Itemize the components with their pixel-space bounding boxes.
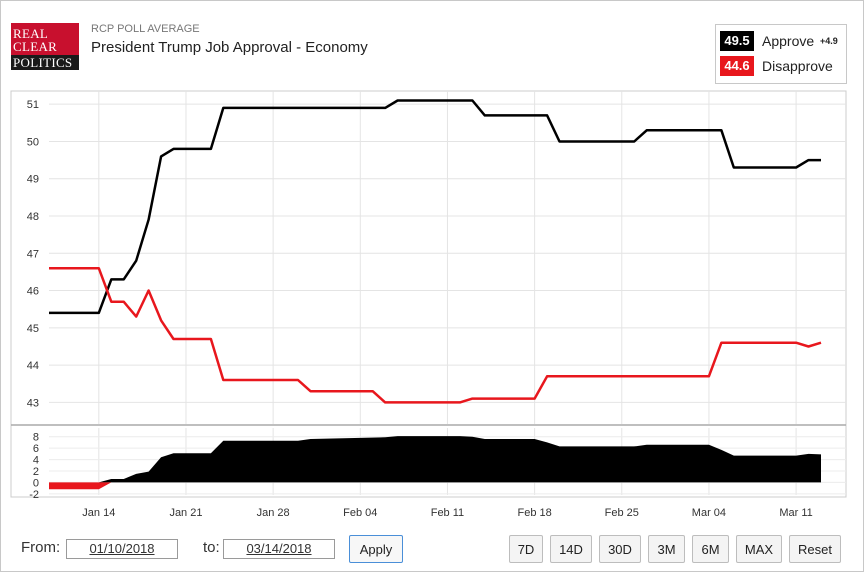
y-tick-label-spread: 8 — [33, 432, 39, 444]
apply-button[interactable]: Apply — [349, 535, 403, 563]
legend: 49.5 Approve +4.9 44.6 Disapprove — [715, 24, 847, 84]
logo-line-1: REAL — [13, 26, 49, 41]
to-date-input[interactable]: 03/14/2018 — [223, 539, 335, 559]
disapprove-label: Disapprove — [762, 58, 833, 74]
y-tick-label-main: 44 — [27, 360, 39, 372]
disapprove-line — [49, 266, 822, 404]
y-tick-label-spread: 6 — [33, 443, 39, 455]
range-7d-button[interactable]: 7D — [509, 535, 543, 563]
rcp-logo: REAL CLEAR POLITICS — [11, 23, 79, 70]
y-tick-label-spread: 0 — [33, 477, 39, 489]
y-tick-label-main: 49 — [27, 174, 39, 186]
y-tick-label-main: 48 — [27, 211, 39, 223]
spread-area-positive — [49, 436, 821, 483]
x-tick-label: Feb 25 — [605, 507, 639, 519]
range-3m-button[interactable]: 3M — [648, 535, 685, 563]
range-6m-button[interactable]: 6M — [692, 535, 729, 563]
approve-line — [49, 99, 821, 315]
x-tick-label: Jan 28 — [257, 507, 290, 519]
y-tick-label-main: 50 — [27, 136, 39, 148]
y-tick-label-main: 43 — [27, 397, 39, 409]
approve-label: Approve — [762, 33, 815, 49]
disapprove-value: 44.6 — [720, 56, 754, 76]
range-max-button[interactable]: MAX — [736, 535, 782, 563]
x-tick-label: Feb 11 — [431, 507, 464, 519]
range-30d-button[interactable]: 30D — [599, 535, 641, 563]
logo-line-2: CLEAR — [13, 39, 58, 54]
plot-frame — [10, 90, 847, 498]
x-tick-label: Mar 04 — [692, 507, 726, 519]
x-tick-label: Mar 11 — [779, 507, 812, 519]
range-14d-button[interactable]: 14D — [550, 535, 592, 563]
x-tick-label: Feb 18 — [517, 507, 551, 519]
y-tick-label-spread: -2 — [29, 489, 39, 501]
approve-spread: +4.9 — [820, 36, 838, 46]
chart-title: President Trump Job Approval - Economy — [91, 39, 368, 56]
reset-button[interactable]: Reset — [789, 535, 841, 563]
y-tick-label-spread: 2 — [33, 466, 39, 478]
y-tick-label-main: 45 — [27, 323, 39, 335]
from-label: From: — [21, 539, 61, 556]
from-date-input[interactable]: 01/10/2018 — [66, 539, 178, 559]
poll-kicker: RCP POLL AVERAGE — [91, 23, 200, 35]
y-tick-label-main: 47 — [27, 248, 39, 260]
y-tick-label-spread: 4 — [33, 455, 39, 467]
date-controls: From: 01/10/2018 to: 03/14/2018 Apply 7D… — [1, 531, 863, 565]
x-tick-label: Feb 04 — [343, 507, 377, 519]
logo-line-3: POLITICS — [11, 55, 79, 70]
x-tick-label: Jan 21 — [169, 507, 202, 519]
y-tick-label-main: 51 — [27, 99, 39, 111]
to-label: to: — [203, 539, 220, 556]
approve-value: 49.5 — [720, 31, 754, 51]
y-tick-label-main: 46 — [27, 286, 39, 298]
x-tick-label: Jan 14 — [82, 507, 115, 519]
